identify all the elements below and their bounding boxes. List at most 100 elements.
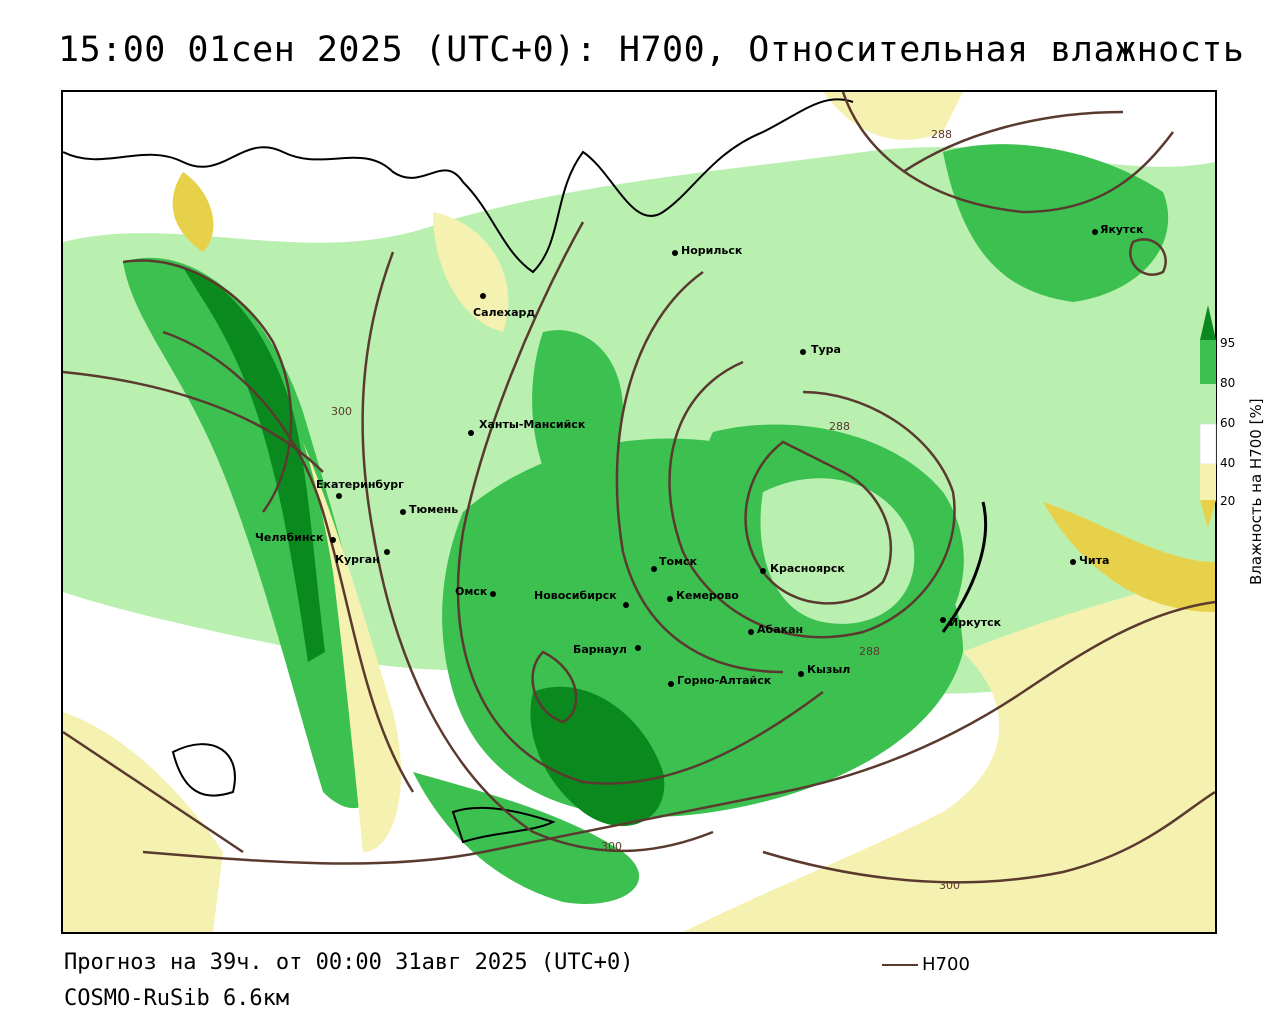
legend-bottom-triangle (1200, 500, 1216, 528)
contour-line (841, 92, 1174, 214)
contour-line (361, 251, 714, 853)
city-marker: Салехард (473, 293, 535, 319)
city-marker: Иркутск (940, 616, 1002, 629)
contour-line (63, 370, 324, 473)
forecast-info: Прогноз на 39ч. от 00:00 31авг 2025 (UTC… (64, 950, 634, 975)
legend-colorbar (1199, 305, 1217, 528)
city-marker: Курган (335, 549, 390, 566)
contour-line (122, 259, 293, 513)
dry-band-chita (1043, 502, 1215, 612)
contour-key: H700 (882, 954, 970, 975)
city-markers: Норильск Якутск Салехард Тура Ханты-Манс… (255, 223, 1144, 687)
city-marker: Барнаул (573, 643, 641, 656)
city-label: Красноярск (770, 562, 845, 575)
dry-region-southwest (63, 712, 223, 932)
map-title: 15:00 01сен 2025 (UTC+0): H700, Относите… (58, 30, 1245, 70)
city-label: Тюмень (409, 503, 458, 516)
city-label: Курган (335, 553, 380, 566)
humid-patch-north (532, 330, 623, 498)
contour-line (531, 650, 578, 724)
balkhash-outline (451, 806, 556, 844)
humid-band-south (413, 772, 640, 904)
city-marker: Челябинск (255, 531, 336, 544)
contour-label: 300 (939, 879, 960, 892)
humidity-map: 288 300 288 288 300 300 Норильск Якутск … (63, 92, 1215, 932)
city-label: Екатеринбург (316, 478, 404, 491)
contour-line (762, 790, 1215, 884)
dry-patch-taymyr (823, 92, 963, 140)
contour-label: 288 (931, 128, 952, 141)
contour-line (456, 221, 824, 785)
legend-band-40-60 (1199, 423, 1217, 465)
contour-line (744, 440, 893, 605)
legend-band-80-95 (1200, 340, 1216, 384)
contour-key-label: H700 (922, 954, 970, 975)
city-label: Омск (455, 585, 488, 598)
h700-contours (63, 92, 1215, 884)
city-marker: Ханты-Мансийск (468, 418, 586, 436)
city-label: Челябинск (255, 531, 324, 544)
city-label: Кемерово (676, 589, 739, 602)
city-marker: Норильск (672, 244, 743, 257)
contour-labels: 288 300 288 288 300 300 (331, 128, 960, 892)
city-label: Тура (811, 343, 841, 356)
contour-line (902, 110, 1124, 174)
city-label: Чита (1079, 554, 1109, 567)
city-label: Горно-Алтайск (677, 674, 772, 687)
legend-tick: 60 (1220, 416, 1236, 430)
city-label: Новосибирск (534, 589, 617, 602)
dry-patch-yamal (433, 212, 509, 332)
city-label: Кызыл (807, 663, 850, 676)
dry-band-ural (303, 442, 402, 852)
humid-core-west (183, 267, 325, 662)
city-marker: Тура (800, 343, 841, 356)
legend-tick: 20 (1220, 494, 1236, 508)
contour-line (63, 730, 244, 854)
legend-top-triangle (1200, 305, 1216, 340)
city-marker: Томск (651, 555, 698, 572)
city-label: Ханты-Мансийск (479, 418, 586, 431)
city-marker: Горно-Алтайск (668, 674, 772, 687)
dry-patch-north (172, 172, 214, 252)
contour-label: 288 (829, 420, 850, 433)
city-label: Абакан (757, 623, 803, 636)
city-marker: Чита (1070, 554, 1109, 567)
city-label: Якутск (1100, 223, 1144, 236)
contour-label: 300 (331, 405, 352, 418)
dry-region-southeast (683, 572, 1215, 932)
contour-label: 288 (859, 645, 880, 658)
contour-line (162, 330, 415, 793)
city-label: Норильск (681, 244, 743, 257)
city-marker: Кызыл (798, 663, 850, 677)
city-label: Томск (659, 555, 698, 568)
aral-outline (171, 743, 236, 797)
contour-line (142, 600, 1215, 865)
humid-region-northeast (943, 144, 1169, 302)
contour-label: 300 (601, 840, 622, 853)
arctic-coastline (63, 98, 854, 274)
contour-line (615, 270, 784, 674)
legend-tick: 95 (1220, 336, 1236, 350)
model-name: COSMO-RuSib 6.6км (64, 986, 290, 1011)
humid-band-west (123, 257, 385, 809)
city-label: Иркутск (949, 616, 1002, 629)
legend-band-60-80 (1200, 384, 1216, 424)
legend-tick: 80 (1220, 376, 1236, 390)
map-area: 288 300 288 288 300 300 Норильск Якутск … (61, 90, 1217, 934)
city-marker: Омск (455, 585, 496, 598)
city-marker: Кемерово (667, 589, 739, 602)
city-marker: Тюмень (400, 503, 458, 516)
legend-title: Влажность на H700 [%] (1247, 398, 1265, 585)
city-marker: Новосибирск (534, 589, 629, 608)
city-label: Салехард (473, 306, 535, 319)
contour-line (668, 360, 956, 639)
humidity-legend: 95 80 60 40 20 (1198, 300, 1278, 540)
city-label: Барнаул (573, 643, 627, 656)
contour-key-line (882, 963, 918, 966)
city-marker: Красноярск (760, 562, 845, 575)
baikal-outline (941, 501, 988, 633)
city-marker: Екатеринбург (316, 478, 404, 499)
contour-line (1129, 238, 1167, 276)
city-marker: Якутск (1092, 223, 1144, 236)
legend-tick: 40 (1220, 456, 1236, 470)
